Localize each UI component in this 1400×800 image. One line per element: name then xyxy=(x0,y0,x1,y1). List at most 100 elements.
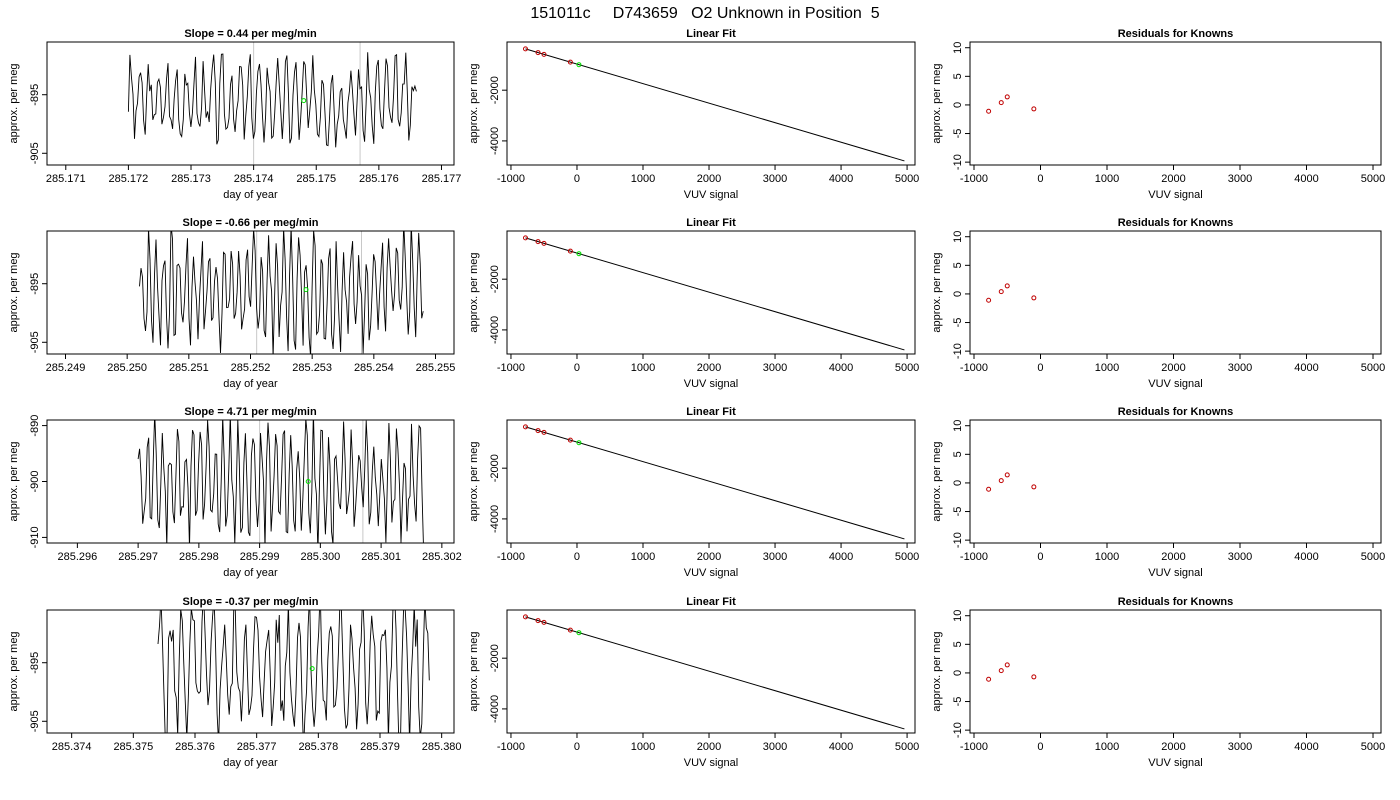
y-tick-label: -5 xyxy=(952,697,964,707)
x-tick-label: 285.376 xyxy=(175,741,215,753)
x-tick-label: -1000 xyxy=(497,362,525,374)
known-point xyxy=(998,289,1004,295)
known-point xyxy=(541,429,547,435)
plot-frame xyxy=(46,230,455,355)
plot-area xyxy=(127,42,417,165)
known-point xyxy=(1004,94,1010,100)
y-tick-label: -4000 xyxy=(489,127,501,155)
known-point xyxy=(535,50,541,56)
y-tick-label: 10 xyxy=(952,231,964,243)
page-title: 151011c D743659 O2 Unknown in Position 5 xyxy=(530,5,879,22)
y-tick-label: -910 xyxy=(29,526,41,548)
y-axis-label: approx. per meg xyxy=(8,63,20,143)
x-tick-label: 285.379 xyxy=(360,741,400,753)
known-point xyxy=(535,428,541,434)
known-point xyxy=(1031,484,1037,490)
panel-title: Slope = 4.71 per meg/min xyxy=(184,406,317,418)
x-tick-label: -1000 xyxy=(960,551,988,563)
panel-2-0: Slope = 4.71 per meg/min 285.296 285.297 28… xyxy=(8,406,462,579)
signal-trace xyxy=(127,52,417,148)
unknown-point xyxy=(576,440,582,446)
x-tick-label: 0 xyxy=(574,362,580,374)
x-tick-label: -1000 xyxy=(497,741,525,753)
plot-area xyxy=(522,614,905,730)
x-tick-label: 1000 xyxy=(1095,173,1119,185)
plot-area xyxy=(522,235,905,351)
known-point xyxy=(567,59,573,65)
x-tick-label: -1000 xyxy=(497,551,525,563)
x-tick-label: 5000 xyxy=(1361,551,1385,563)
panel-title: Residuals for Knowns xyxy=(1118,217,1234,229)
x-tick-label: 285.250 xyxy=(107,362,147,374)
y-tick-label: -900 xyxy=(29,470,41,492)
y-tick-label: -2000 xyxy=(489,265,501,293)
x-tick-label: -1000 xyxy=(960,741,988,753)
panel-title: Linear Fit xyxy=(686,596,736,608)
plot-area xyxy=(986,94,1037,114)
x-axis-label: day of year xyxy=(223,378,278,390)
y-tick-label: -10 xyxy=(952,154,964,170)
x-tick-label: -1000 xyxy=(497,173,525,185)
x-tick-label: 285.177 xyxy=(422,173,462,185)
x-tick-label: 2000 xyxy=(697,173,721,185)
y-tick-label: -10 xyxy=(952,532,964,548)
x-tick-label: 3000 xyxy=(763,741,787,753)
x-tick-label: 285.254 xyxy=(354,362,394,374)
y-tick-label: -905 xyxy=(29,331,41,353)
known-point xyxy=(535,239,541,245)
x-tick-label: 1000 xyxy=(1095,362,1119,374)
fit-line xyxy=(525,616,905,730)
x-tick-label: 285.378 xyxy=(298,741,338,753)
known-point xyxy=(986,486,992,492)
known-point xyxy=(567,437,573,443)
plot-frame xyxy=(969,41,1382,166)
known-point xyxy=(567,627,573,633)
known-point xyxy=(986,297,992,303)
plot-frame xyxy=(969,609,1382,734)
panel-grid: Slope = 0.44 per meg/min 285.171 285.172 28… xyxy=(8,28,1385,769)
plot-area xyxy=(522,46,905,162)
y-tick-label: -895 xyxy=(29,652,41,674)
y-axis-label: approx. per meg xyxy=(468,441,480,521)
known-point xyxy=(1031,106,1037,112)
unknown-point xyxy=(576,630,582,636)
x-tick-label: 3000 xyxy=(763,362,787,374)
x-tick-label: 2000 xyxy=(1161,173,1185,185)
y-axis-label: approx. per meg xyxy=(468,63,480,143)
y-tick-label: 5 xyxy=(952,641,964,647)
x-tick-label: 4000 xyxy=(1294,173,1318,185)
x-tick-label: 285.300 xyxy=(300,551,340,563)
y-axis-label: approx. per meg xyxy=(931,631,943,711)
plot-frame xyxy=(506,41,916,166)
x-tick-label: 2000 xyxy=(1161,362,1185,374)
x-tick-label: 4000 xyxy=(829,362,853,374)
known-point xyxy=(998,668,1004,674)
x-axis-label: day of year xyxy=(223,189,278,201)
known-point xyxy=(535,618,541,624)
plot-frame xyxy=(969,419,1382,544)
plot-area xyxy=(986,283,1037,303)
plot-area xyxy=(139,231,424,354)
known-point xyxy=(541,51,547,57)
panel-title: Residuals for Knowns xyxy=(1118,596,1234,608)
x-tick-label: 2000 xyxy=(1161,551,1185,563)
y-tick-label: -10 xyxy=(952,343,964,359)
panel-2-1: Linear Fit -1000 0 1000 2000 3000 4000 5000 -200… xyxy=(468,406,919,579)
y-tick-label: -895 xyxy=(29,84,41,106)
y-tick-label: -895 xyxy=(29,273,41,295)
x-tick-label: 5000 xyxy=(895,362,919,374)
x-tick-label: 285.174 xyxy=(234,173,274,185)
y-tick-label: -4000 xyxy=(489,695,501,723)
panel-title: Linear Fit xyxy=(686,217,736,229)
plot-frame xyxy=(969,230,1382,355)
x-tick-label: 3000 xyxy=(1228,551,1252,563)
y-tick-label: 0 xyxy=(952,291,964,297)
x-tick-label: 1000 xyxy=(631,173,655,185)
known-point xyxy=(1004,472,1010,478)
unknown-point xyxy=(576,251,582,257)
x-tick-label: 285.375 xyxy=(113,741,153,753)
y-axis-label: approx. per meg xyxy=(8,631,20,711)
known-point xyxy=(986,108,992,114)
x-tick-label: 285.253 xyxy=(292,362,332,374)
x-tick-label: 5000 xyxy=(1361,741,1385,753)
